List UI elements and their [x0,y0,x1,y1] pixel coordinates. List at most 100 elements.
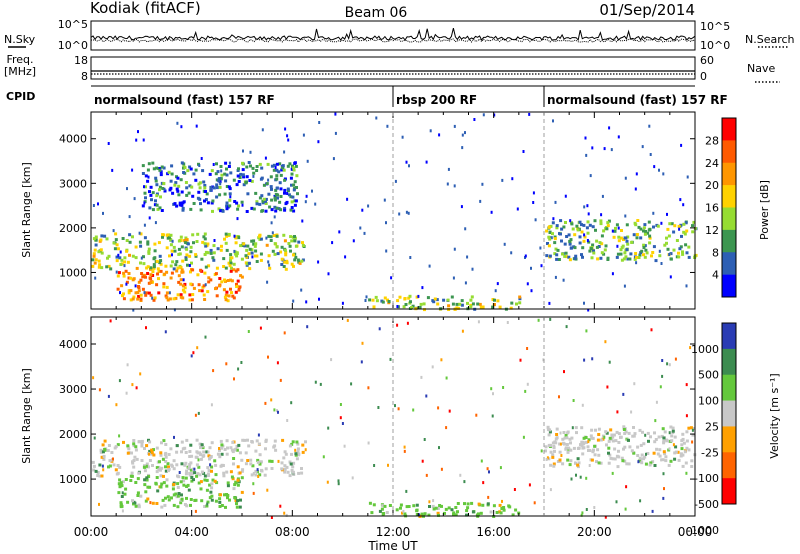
heatmap-cell [258,202,262,206]
heatmap-cell [152,448,155,452]
heatmap-cell [152,266,156,270]
heatmap-cell [628,445,632,449]
heatmap-cell [486,502,490,506]
heatmap-cell [261,199,265,203]
heatmap-cell [148,440,152,444]
heatmap-cell [615,500,618,504]
heatmap-cell [650,328,653,332]
heatmap-cell [260,194,264,198]
heatmap-cell [409,300,412,304]
heatmap-cell [186,483,190,487]
heatmap-cell [242,183,246,187]
heatmap-cell [518,301,522,305]
heatmap-cell [146,497,150,501]
heatmap-cell [193,467,196,471]
heatmap-cell [127,272,131,275]
heatmap-cell [139,278,143,282]
heatmap-cell [196,273,200,277]
heatmap-cell [554,247,558,251]
heatmap-cell [604,340,607,344]
heatmap-cell [542,358,545,362]
heatmap-cell [292,188,296,192]
heatmap-cell [254,473,258,477]
heatmap-cell [211,478,215,482]
heatmap-cell [548,430,552,434]
heatmap-cell [301,443,305,447]
heatmap-cell [607,446,611,450]
heatmap-cell [450,508,454,512]
heatmap-cell [447,167,450,171]
heatmap-cell [232,262,236,266]
heatmap-cell [164,465,167,469]
heatmap-cell [148,206,152,210]
heatmap-cell [283,150,286,154]
heatmap-cell [259,252,263,256]
heatmap-cell [662,172,665,176]
heatmap-cell [273,196,277,200]
heatmap-cell [173,435,175,439]
heatmap-cell [171,260,175,264]
y-tick-label: 2000 [59,428,87,441]
heatmap-cell [658,254,662,258]
heatmap-cell [247,444,251,448]
heatmap-cell [119,505,123,509]
heatmap-cell [108,459,112,463]
heatmap-cell [167,467,171,471]
heatmap-cell [481,305,485,309]
heatmap-cell [252,171,256,175]
nsearch-tick-top: 10^5 [700,20,730,33]
colorbar-swatch [722,207,736,231]
heatmap-cell [137,280,141,284]
heatmap-cell [259,258,263,262]
heatmap-cell [482,113,485,117]
heatmap-cell [267,234,271,238]
heatmap-cell [218,500,222,504]
heatmap-cell [476,302,480,306]
heatmap-cell [190,185,194,189]
heatmap-cell [318,297,320,301]
heatmap-cell [415,509,419,513]
heatmap-cell [383,198,386,202]
heatmap-cell [220,169,223,173]
heatmap-cell [607,219,611,223]
heatmap-cell [669,257,673,261]
heatmap-cell [579,443,582,447]
heatmap-cell [290,200,294,204]
heatmap-cell [153,249,157,253]
heatmap-cell [306,159,309,163]
heatmap-cell [220,173,224,177]
heatmap-cell [633,432,637,436]
heatmap-cell [234,290,238,294]
heatmap-cell [119,291,121,295]
colorbar-swatch [722,185,736,208]
heatmap-cell [599,256,603,260]
heatmap-cell [166,462,170,466]
heatmap-cell [479,511,483,515]
heatmap-cell [115,403,118,407]
heatmap-cell [173,308,176,312]
heatmap-cell [194,168,198,172]
heatmap-cell [273,242,277,246]
heatmap-cell [158,188,161,192]
heatmap-cell [570,222,574,226]
heatmap-cell [175,260,179,264]
heatmap-cell [99,448,103,452]
heatmap-cell [174,181,178,185]
heatmap-cell [623,459,627,463]
heatmap-cell [172,467,176,471]
colorbar-tick-label: -500 [694,498,719,511]
heatmap-cell [691,427,695,430]
heatmap-cell [240,361,243,364]
heatmap-cell [100,474,104,478]
heatmap-cell [670,439,674,443]
heatmap-cell [619,236,623,240]
heatmap-cell [96,474,100,477]
heatmap-cell [199,480,203,484]
heatmap-cell [466,301,469,305]
heatmap-cell [209,278,213,282]
heatmap-cell [94,258,98,262]
heatmap-cell [143,185,145,189]
heatmap-cell [650,254,653,258]
heatmap-cell [180,440,184,444]
heatmap-cell [558,232,560,236]
